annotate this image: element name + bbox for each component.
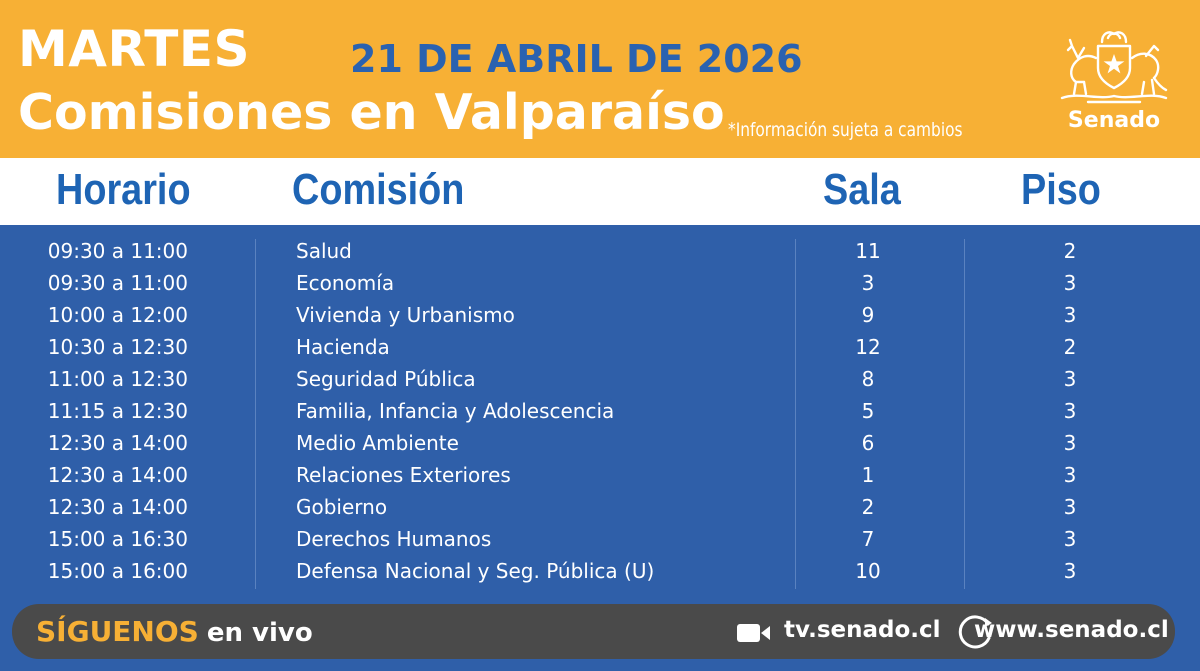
table-row: 10:30 a 12:30 Hacienda 12 2: [0, 331, 1200, 363]
row-piso: 3: [1063, 431, 1077, 455]
row-horario: 09:30 a 11:00: [47, 271, 188, 295]
column-header-piso: Piso: [1021, 165, 1101, 214]
table-row: 15:00 a 16:00 Defensa Nacional y Seg. Pú…: [0, 555, 1200, 587]
row-horario: 12:30 a 14:00: [47, 431, 188, 455]
row-horario: 15:00 a 16:00: [47, 559, 188, 583]
follow-emphasis: SÍGUENOS: [36, 615, 199, 648]
schedule-table: 09:30 a 11:00 Salud 11 2 09:30 a 11:00 E…: [0, 225, 1200, 590]
row-piso: 3: [1063, 463, 1077, 487]
footer-bar: SÍGUENOS en vivo tv.senado.cl www.senado.…: [12, 604, 1175, 659]
row-sala: 12: [855, 335, 881, 359]
row-piso: 3: [1063, 559, 1077, 583]
date-label: 21 DE ABRIL DE 2026: [350, 37, 803, 81]
senado-logo-text: Senado: [1067, 108, 1161, 133]
row-sala: 3: [861, 271, 875, 295]
disclaimer-note: *Información sujeta a cambios: [728, 119, 963, 141]
row-comision: Salud: [296, 239, 352, 263]
row-horario: 11:00 a 12:30: [47, 367, 188, 391]
row-sala: 5: [861, 399, 875, 423]
table-row: 12:30 a 14:00 Relaciones Exteriores 1 3: [0, 459, 1200, 491]
header-banner: MARTES 21 DE ABRIL DE 2026 Comisiones en…: [0, 0, 1200, 158]
row-horario: 11:15 a 12:30: [47, 399, 188, 423]
www-senado-link[interactable]: www.senado.cl: [974, 617, 1169, 643]
row-sala: 7: [861, 527, 875, 551]
coat-of-arms-icon: [1060, 31, 1168, 104]
column-divider: [255, 239, 256, 589]
day-label: MARTES: [18, 20, 250, 78]
row-comision: Seguridad Pública: [296, 367, 476, 391]
column-header-sala: Sala: [823, 165, 901, 214]
column-divider: [964, 239, 965, 589]
table-row: 10:00 a 12:00 Vivienda y Urbanismo 9 3: [0, 299, 1200, 331]
row-comision: Relaciones Exteriores: [296, 463, 511, 487]
row-piso: 3: [1063, 399, 1077, 423]
row-comision: Hacienda: [296, 335, 390, 359]
page-title: Comisiones en Valparaíso: [18, 84, 725, 141]
row-horario: 10:00 a 12:00: [47, 303, 188, 327]
column-header-horario: Horario: [56, 165, 191, 214]
row-comision: Familia, Infancia y Adolescencia: [296, 399, 615, 423]
row-horario: 12:30 a 14:00: [47, 495, 188, 519]
row-comision: Economía: [296, 271, 395, 295]
row-comision: Medio Ambiente: [296, 431, 459, 455]
row-horario: 10:30 a 12:30: [47, 335, 188, 359]
row-piso: 3: [1063, 367, 1077, 391]
video-camera-icon: [737, 623, 771, 648]
table-row: 11:15 a 12:30 Familia, Infancia y Adoles…: [0, 395, 1200, 427]
column-header-row: Horario Comisión Sala Piso: [0, 158, 1200, 225]
row-comision: Defensa Nacional y Seg. Pública (U): [296, 559, 655, 583]
row-comision: Vivienda y Urbanismo: [296, 303, 515, 327]
table-row: 12:30 a 14:00 Gobierno 2 3: [0, 491, 1200, 523]
row-horario: 15:00 a 16:30: [47, 527, 188, 551]
row-sala: 9: [861, 303, 875, 327]
column-divider: [795, 239, 796, 589]
table-row: 09:30 a 11:00 Economía 3 3: [0, 267, 1200, 299]
row-piso: 2: [1063, 335, 1077, 359]
row-sala: 8: [861, 367, 875, 391]
row-horario: 12:30 a 14:00: [47, 463, 188, 487]
row-comision: Derechos Humanos: [296, 527, 492, 551]
row-piso: 3: [1063, 495, 1077, 519]
table-row: 12:30 a 14:00 Medio Ambiente 6 3: [0, 427, 1200, 459]
tv-senado-link[interactable]: tv.senado.cl: [784, 617, 941, 643]
row-piso: 3: [1063, 303, 1077, 327]
table-row: 15:00 a 16:30 Derechos Humanos 7 3: [0, 523, 1200, 555]
globe-arrow-icon: [958, 614, 994, 655]
row-piso: 3: [1063, 527, 1077, 551]
row-comision: Gobierno: [296, 495, 388, 519]
row-sala: 2: [861, 495, 875, 519]
follow-rest: en vivo: [206, 618, 313, 648]
senado-logo: Senado: [1058, 28, 1170, 138]
follow-live-label: SÍGUENOS en vivo: [36, 615, 313, 648]
row-horario: 09:30 a 11:00: [47, 239, 188, 263]
row-sala: 10: [855, 559, 881, 583]
column-header-comision: Comisión: [292, 165, 465, 214]
row-sala: 11: [855, 239, 881, 263]
row-piso: 2: [1063, 239, 1077, 263]
table-row: 09:30 a 11:00 Salud 11 2: [0, 235, 1200, 267]
row-sala: 6: [861, 431, 875, 455]
row-piso: 3: [1063, 271, 1077, 295]
table-row: 11:00 a 12:30 Seguridad Pública 8 3: [0, 363, 1200, 395]
row-sala: 1: [861, 463, 875, 487]
